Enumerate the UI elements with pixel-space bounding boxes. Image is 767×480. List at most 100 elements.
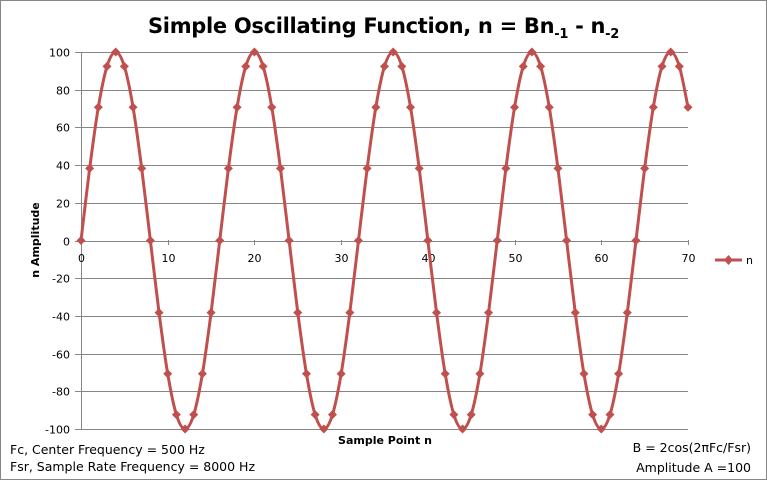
diamond-marker-icon <box>371 102 381 112</box>
y-tick-label: 20 <box>56 198 70 211</box>
diamond-marker-icon <box>683 102 693 112</box>
diamond-marker-icon <box>631 236 641 245</box>
diamond-marker-icon <box>492 236 502 245</box>
diamond-marker-icon <box>414 163 424 173</box>
diamond-marker-icon <box>189 410 199 420</box>
diamond-marker-icon <box>674 61 684 71</box>
diamond-marker-icon <box>93 102 103 112</box>
amplitude-annotation: Amplitude A =100 <box>636 460 751 475</box>
diamond-marker-icon <box>432 308 442 318</box>
diamond-marker-icon <box>484 308 494 318</box>
y-tick-label: 80 <box>56 85 70 98</box>
diamond-marker-icon <box>657 61 667 71</box>
diamond-marker-icon <box>163 369 173 379</box>
diamond-marker-icon <box>397 61 407 71</box>
y-tick-label: -20 <box>52 273 70 286</box>
diamond-marker-icon <box>76 236 86 245</box>
title-sub1: -1 <box>554 27 569 43</box>
diamond-marker-icon <box>458 424 468 434</box>
diamond-marker-icon <box>319 424 329 434</box>
diamond-marker-icon <box>466 410 476 420</box>
gridlines <box>75 52 688 430</box>
diamond-marker-icon <box>579 369 589 379</box>
diamond-marker-icon <box>267 102 277 112</box>
legend-diamond-icon <box>724 255 733 265</box>
diamond-marker-icon <box>605 410 615 420</box>
diamond-marker-icon <box>293 308 303 318</box>
y-axis-ticks: 100 80 60 40 20 0 -20 -40 -60 -80 -100 <box>45 47 70 437</box>
fc-annotation: Fc, Center Frequency = 500 Hz <box>10 442 205 457</box>
series-n-markers <box>76 47 693 434</box>
diamond-marker-icon <box>310 410 320 420</box>
diamond-marker-icon <box>119 61 129 71</box>
b-formula-annotation: B = 2cos(2πFc/Fsr) <box>632 440 751 455</box>
diamond-marker-icon <box>345 308 355 318</box>
series-n-line <box>79 50 690 431</box>
y-tick-label: 0 <box>63 236 70 249</box>
diamond-marker-icon <box>128 102 138 112</box>
x-tick-label: 10 <box>162 252 176 265</box>
x-tick-label: 60 <box>595 252 609 265</box>
fsr-annotation: Fsr, Sample Rate Frequency = 8000 Hz <box>10 459 256 474</box>
diamond-marker-icon <box>501 163 511 173</box>
legend-label: n <box>746 254 753 267</box>
y-tick-label: -60 <box>52 349 70 362</box>
x-tick-label: 0 <box>78 252 85 265</box>
diamond-marker-icon <box>327 410 337 420</box>
diamond-marker-icon <box>301 369 311 379</box>
y-tick-label: 100 <box>49 47 70 60</box>
diamond-marker-icon <box>206 308 216 318</box>
diamond-marker-icon <box>614 369 624 379</box>
diamond-marker-icon <box>536 61 546 71</box>
diamond-marker-icon <box>258 61 268 71</box>
diamond-marker-icon <box>518 61 528 71</box>
x-tick-label: 20 <box>248 252 262 265</box>
diamond-marker-icon <box>570 308 580 318</box>
x-axis-ticks: 0 10 20 30 40 50 60 70 <box>78 240 696 265</box>
diamond-marker-icon <box>241 61 251 71</box>
diamond-marker-icon <box>85 163 95 173</box>
diamond-marker-icon <box>648 102 658 112</box>
x-tick-label: 70 <box>682 252 696 265</box>
title-main: Simple Oscillating Function, n = Bn <box>147 14 555 38</box>
diamond-marker-icon <box>111 47 121 57</box>
diamond-marker-icon <box>353 236 363 245</box>
diamond-marker-icon <box>380 61 389 71</box>
title-mid: - n <box>568 14 606 38</box>
diamond-marker-icon <box>588 410 598 420</box>
diamond-marker-icon <box>553 163 563 173</box>
diamond-marker-icon <box>622 308 632 318</box>
diamond-marker-icon <box>284 236 294 245</box>
y-axis-label: n Amplitude <box>29 202 42 277</box>
diamond-marker-icon <box>197 369 207 379</box>
diamond-marker-icon <box>423 236 433 245</box>
chart-title: Simple Oscillating Function, n = Bn-1 - … <box>0 14 767 42</box>
diamond-marker-icon <box>249 47 259 57</box>
diamond-marker-icon <box>449 410 459 420</box>
diamond-marker-icon <box>640 163 650 173</box>
diamond-marker-icon <box>154 308 164 318</box>
diamond-marker-icon <box>666 47 676 57</box>
diamond-marker-icon <box>171 410 181 420</box>
x-tick-label: 30 <box>335 252 349 265</box>
y-tick-label: -40 <box>52 311 70 324</box>
diamond-marker-icon <box>232 102 242 112</box>
diamond-marker-icon <box>145 236 155 245</box>
diamond-marker-icon <box>102 61 112 71</box>
title-sub2: -2 <box>605 27 620 43</box>
legend: n <box>715 254 753 267</box>
y-tick-label: -80 <box>52 386 70 399</box>
diamond-marker-icon <box>510 102 520 112</box>
diamond-marker-icon <box>440 369 450 379</box>
diamond-marker-icon <box>406 102 416 112</box>
x-axis-label: Sample Point n <box>338 434 432 447</box>
diamond-marker-icon <box>388 47 398 57</box>
diamond-marker-icon <box>475 369 485 379</box>
diamond-marker-icon <box>180 424 190 434</box>
diamond-marker-icon <box>137 163 147 173</box>
diamond-marker-icon <box>275 163 285 173</box>
diamond-marker-icon <box>544 102 554 112</box>
diamond-marker-icon <box>223 163 233 173</box>
diamond-marker-icon <box>527 47 537 57</box>
diamond-marker-icon <box>215 236 225 245</box>
